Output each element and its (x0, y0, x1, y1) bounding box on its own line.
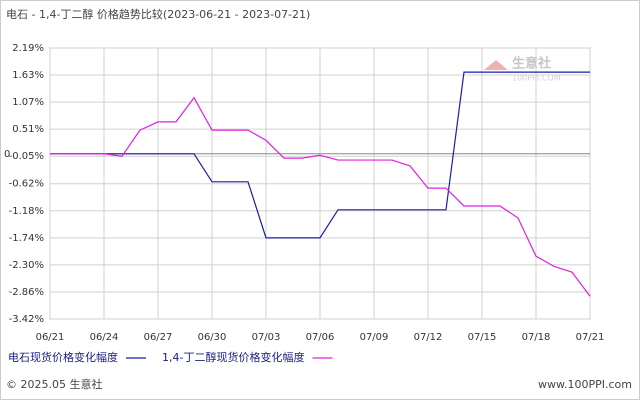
y-tick-label: 0.51% (12, 124, 44, 135)
x-tick-label: 06/27 (144, 332, 173, 343)
x-tick-label: 06/21 (36, 332, 65, 343)
legend-label: 1,4-丁二醇现货价格变化幅度 (162, 350, 304, 364)
legend-label: 电石现货价格变化幅度 (8, 350, 118, 364)
series-line (50, 96, 591, 297)
x-tick-label: 07/12 (414, 332, 443, 343)
x-tick-label: 07/18 (522, 332, 551, 343)
footer-right: www.100PPI.com (538, 378, 632, 391)
y-tick-label: -0.62% (9, 179, 44, 190)
footer-left: © 2025.05 生意社 (6, 377, 102, 391)
watermark-name: 生意社 (512, 56, 551, 72)
series-line (50, 71, 590, 239)
y-tick-label: -3.42% (9, 314, 44, 325)
y-tick-label: -2.86% (9, 287, 44, 298)
chart-title: 电石 - 1,4-丁二醇 价格趋势比较(2023-06-21 - 2023-07… (6, 7, 310, 21)
x-tick-label: 06/30 (198, 332, 227, 343)
x-tick-label: 07/03 (252, 332, 281, 343)
y-tick-label: -0.05% (9, 151, 44, 162)
y-tick-label: -2.30% (9, 260, 44, 271)
x-tick-label: 07/21 (576, 332, 605, 343)
zero-label: 0 (4, 149, 10, 160)
watermark-icon (484, 60, 508, 70)
x-tick-label: 07/09 (360, 332, 389, 343)
x-tick-label: 07/06 (306, 332, 335, 343)
y-tick-label: 1.07% (12, 97, 44, 108)
y-tick-label: -1.74% (9, 233, 44, 244)
x-tick-label: 06/24 (90, 332, 119, 343)
x-tick-label: 07/15 (468, 332, 497, 343)
y-tick-label: 1.63% (12, 70, 44, 81)
y-tick-label: -1.18% (9, 206, 44, 217)
y-tick-label: 2.19% (12, 43, 44, 54)
